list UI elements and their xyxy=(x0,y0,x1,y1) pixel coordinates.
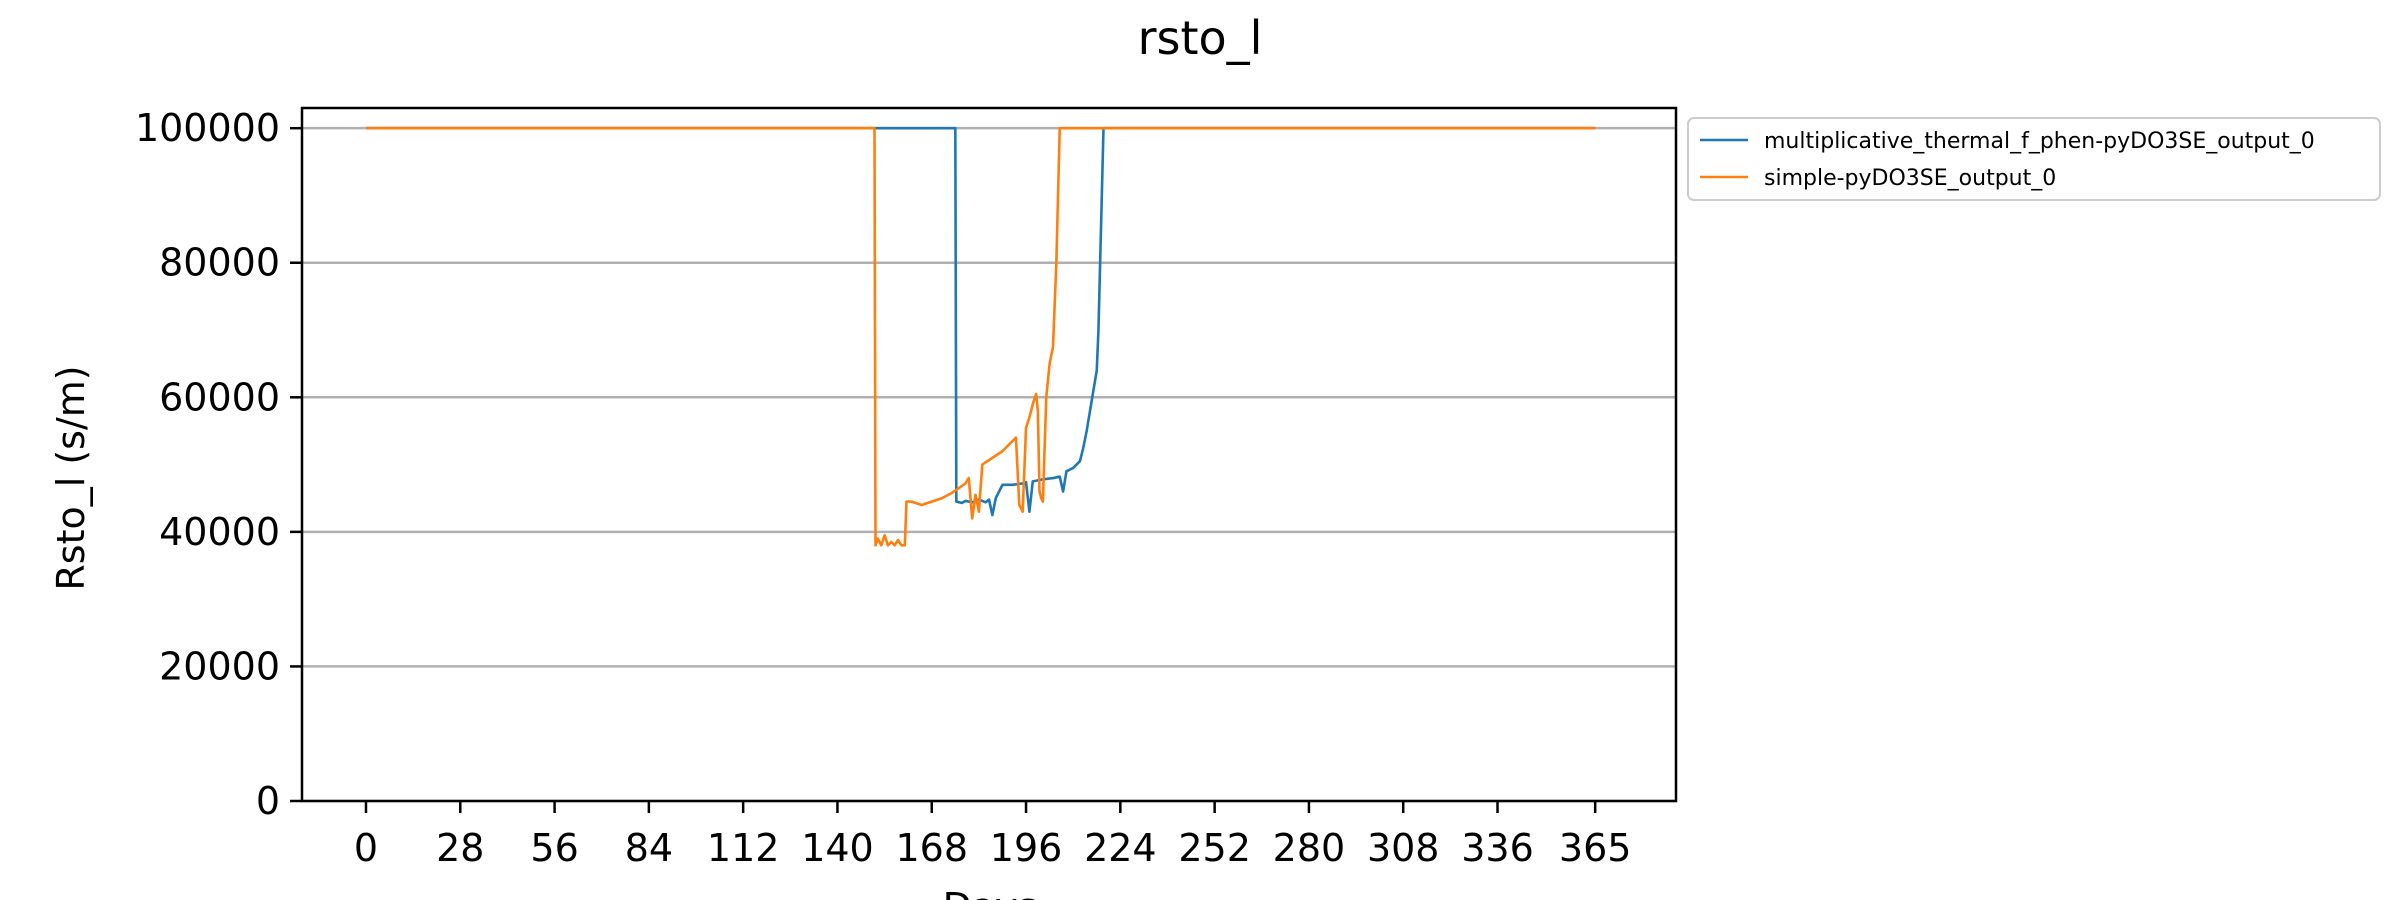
legend-label: simple-pyDO3SE_output_0 xyxy=(1764,166,2056,191)
y-tick-label: 20000 xyxy=(159,644,280,688)
legend: multiplicative_thermal_f_phen-pyDO3SE_ou… xyxy=(1688,118,2380,200)
plot-area xyxy=(366,128,1595,545)
x-tick-label: 112 xyxy=(707,826,780,870)
x-tick-label: 336 xyxy=(1461,826,1534,870)
x-tick-label: 28 xyxy=(436,826,484,870)
x-tick-label: 56 xyxy=(530,826,578,870)
y-axis-label: Rsto_l (s/m) xyxy=(49,365,93,590)
x-tick-label: 0 xyxy=(354,826,378,870)
x-tick-label: 140 xyxy=(801,826,874,870)
chart-title: rsto_l xyxy=(1138,11,1263,65)
x-tick-label: 84 xyxy=(625,826,673,870)
x-tick-label: 196 xyxy=(990,826,1063,870)
x-tick-label: 168 xyxy=(895,826,968,870)
y-axis: 0 20000 40000 60000 80000 100000 xyxy=(135,106,302,823)
grid xyxy=(302,128,1676,801)
y-tick-label: 100000 xyxy=(135,106,280,150)
x-tick-label: 365 xyxy=(1559,826,1632,870)
plot-frame xyxy=(302,108,1676,801)
y-tick-label: 80000 xyxy=(159,241,280,285)
legend-label: multiplicative_thermal_f_phen-pyDO3SE_ou… xyxy=(1764,129,2315,154)
y-tick-label: 60000 xyxy=(159,375,280,419)
x-tick-label: 308 xyxy=(1367,826,1440,870)
x-tick-label: 224 xyxy=(1084,826,1157,870)
x-tick-label: 252 xyxy=(1178,826,1251,870)
series-line-1 xyxy=(366,128,1595,545)
x-tick-label: 280 xyxy=(1273,826,1346,870)
y-tick-label: 40000 xyxy=(159,510,280,554)
series-line-0 xyxy=(366,128,1595,515)
x-axis-label: Days xyxy=(943,885,1038,900)
y-tick-label: 0 xyxy=(256,779,280,823)
x-axis: 0 28 56 84 112 140 168 196 224 252 280 308 336 365 xyxy=(354,801,1632,870)
